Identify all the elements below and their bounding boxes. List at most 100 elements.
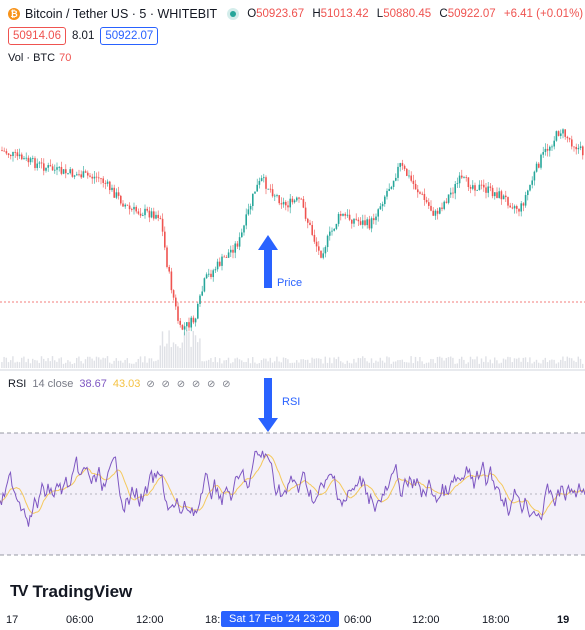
candle-body: [148, 210, 151, 218]
candle-body: [168, 267, 170, 272]
candle-body: [241, 232, 243, 238]
candle-body: [36, 163, 38, 168]
volume-bar: [100, 359, 102, 368]
volume-bar: [263, 358, 265, 368]
price-annotation-text: Price: [277, 277, 303, 289]
volume-bar: [403, 361, 406, 368]
volume-bar: [509, 357, 511, 368]
volume-bar: [128, 363, 131, 368]
candle-body: [386, 190, 388, 197]
candle-body: [326, 235, 329, 248]
volume-bar: [177, 346, 179, 368]
rsi-legend[interactable]: RSI 14 close 38.67 43.03 ⊘ ⊘ ⊘ ⊘ ⊘ ⊘: [8, 378, 233, 390]
candle-body: [478, 184, 481, 190]
volume-bar: [1, 362, 3, 368]
volume-bar: [463, 359, 465, 368]
candle-body: [311, 224, 313, 235]
candle-body: [555, 131, 558, 141]
candle-body: [302, 199, 305, 208]
candle-body: [227, 252, 230, 258]
sell-price-button[interactable]: 50914.06: [8, 27, 66, 45]
volume-bar: [531, 363, 533, 368]
volume-bar: [472, 359, 474, 368]
candle-body: [465, 177, 467, 179]
volume-bar: [313, 358, 315, 368]
candle-body: [164, 231, 166, 248]
candle-body: [166, 247, 168, 268]
candle-body: [65, 169, 67, 174]
time-label: 17: [6, 614, 19, 626]
volume-bar: [331, 363, 333, 368]
tradingview-logo[interactable]: TV TradingView: [10, 582, 133, 601]
candle-body: [535, 163, 538, 172]
candle-body: [419, 192, 421, 194]
candle-body: [573, 146, 575, 148]
candle-body: [219, 261, 221, 266]
candle-body: [322, 253, 324, 258]
candle-body: [146, 208, 148, 211]
volume-bar: [474, 359, 476, 368]
volume-bar: [71, 363, 73, 368]
volume-bar: [476, 356, 478, 368]
volume-bar: [146, 362, 148, 368]
candle-body: [34, 158, 36, 168]
volume-bar: [54, 360, 56, 368]
volume-bar: [381, 360, 384, 368]
chart-canvas[interactable]: [0, 0, 585, 610]
volume-bar: [518, 357, 520, 368]
candle-body: [498, 191, 500, 198]
candle-body: [205, 274, 208, 279]
volume-bar: [304, 359, 307, 368]
candle-body: [362, 220, 364, 225]
price-arrow-annotation: [258, 235, 278, 288]
symbol-header[interactable]: ₿ Bitcoin / Tether US · 5 · WHITEBIT O50…: [8, 5, 583, 23]
volume-bar: [285, 357, 287, 368]
volume-bar: [133, 363, 135, 368]
candle-body: [410, 175, 412, 181]
volume-bar: [122, 362, 124, 368]
volume-bar: [131, 363, 133, 368]
volume-bar: [183, 332, 186, 368]
candle-body: [199, 295, 201, 304]
candle-body: [234, 243, 236, 253]
volume-bar: [80, 361, 82, 368]
candle-body: [335, 223, 338, 229]
volume-bar: [249, 363, 252, 368]
candle-body: [518, 208, 520, 212]
candle-body: [516, 206, 518, 209]
candle-body: [324, 247, 327, 254]
volume-bar: [557, 362, 560, 368]
candle-body: [38, 162, 41, 164]
volume-bar: [436, 356, 439, 368]
volume-bar: [223, 360, 225, 368]
volume-bar: [533, 361, 535, 368]
buy-price-button[interactable]: 50922.07: [100, 27, 159, 45]
volume-bar: [483, 361, 485, 368]
candle-body: [212, 270, 214, 278]
candle-body: [571, 139, 573, 147]
volume-legend[interactable]: Vol · BTC 70: [8, 52, 72, 64]
volume-bar: [192, 330, 194, 368]
candle-body: [443, 201, 445, 209]
candle-body: [527, 190, 529, 196]
candle-body: [395, 177, 397, 181]
candle-body: [329, 231, 331, 236]
volume-bar: [84, 359, 87, 368]
volume-bar: [494, 357, 496, 368]
symbol-title[interactable]: Bitcoin / Tether US · 5 · WHITEBIT: [25, 7, 218, 21]
time-axis[interactable]: 17 06:00 12:00 18: Sat 17 Feb '24 23:20 …: [0, 610, 585, 630]
candle-body: [359, 221, 362, 225]
volume-bar: [355, 362, 357, 368]
candle-body: [291, 198, 294, 203]
candle-body: [375, 216, 377, 221]
volume-bar: [357, 357, 359, 368]
volume-bar: [159, 345, 161, 368]
price-change: +6.41 (+0.01%): [503, 8, 584, 20]
candle-body: [3, 150, 5, 152]
candle-body: [106, 181, 109, 184]
candle-body: [252, 193, 254, 207]
candle-body: [280, 203, 283, 205]
volume-bar: [296, 360, 298, 368]
volume-bar: [194, 335, 197, 368]
candle-body: [60, 166, 63, 174]
